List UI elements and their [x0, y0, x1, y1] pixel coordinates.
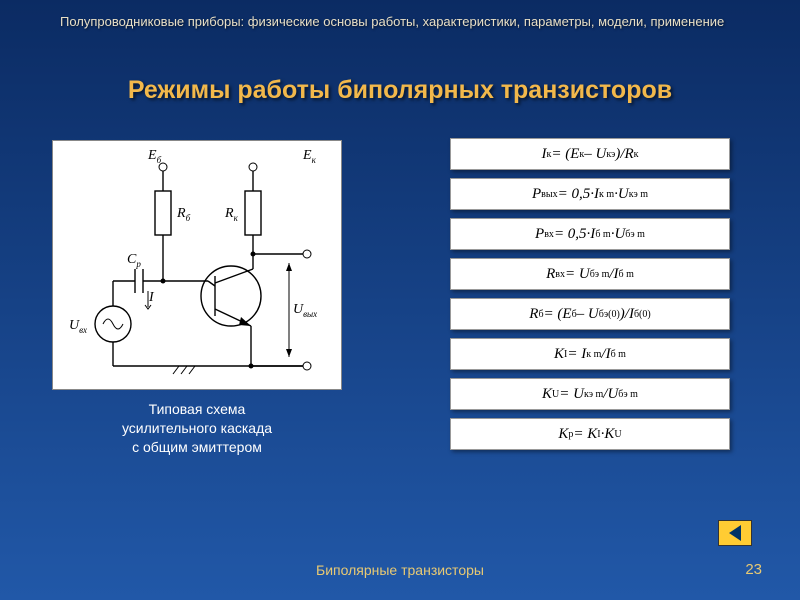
slide-title: Режимы работы биполярных транзисторов	[0, 76, 800, 105]
svg-text:Cр: Cр	[127, 252, 141, 269]
formula-8: Kр = KI ·KU	[450, 418, 730, 450]
circuit-caption: Типовая схема усилительного каскада с об…	[52, 400, 342, 457]
svg-text:Rб: Rб	[176, 206, 191, 223]
formula-3: Pвх = 0,5·Iб m ·Uбэ m	[450, 218, 730, 250]
triangle-left-icon	[729, 525, 741, 541]
caption-line-1: Типовая схема	[149, 401, 246, 417]
svg-text:Eб: Eб	[147, 148, 162, 165]
svg-text:Uвх: Uвх	[69, 318, 87, 335]
svg-text:Rк: Rк	[224, 206, 239, 223]
caption-line-3: с общим эмиттером	[132, 439, 262, 455]
formula-list: Iк = (Eк – Uкэ)/Rк Pвых = 0,5·Iк m ·Uкэ m…	[450, 138, 730, 458]
formula-1: Iк = (Eк – Uкэ)/Rк	[450, 138, 730, 170]
svg-text:Uвых: Uвых	[293, 302, 317, 319]
nav-back-button[interactable]	[718, 520, 752, 546]
header-subtitle: Полупроводниковые приборы: физические ос…	[60, 14, 740, 29]
footer-section: Биполярные транзисторы	[0, 562, 800, 578]
formula-5: Rб = (Eб – Uбэ(0))/Iб(0)	[450, 298, 730, 330]
formula-7: KU = Uкэ m /Uбэ m	[450, 378, 730, 410]
formula-2: Pвых = 0,5·Iк m ·Uкэ m	[450, 178, 730, 210]
svg-text:I: I	[148, 290, 155, 305]
circuit-diagram: Eб Eк Rб Rк Cр Uв	[52, 140, 342, 390]
formula-4: Rвх = Uбэ m /Iб m	[450, 258, 730, 290]
page-number: 23	[745, 561, 762, 578]
svg-text:Eк: Eк	[302, 148, 317, 165]
caption-line-2: усилительного каскада	[122, 420, 272, 436]
slide: Полупроводниковые приборы: физические ос…	[0, 0, 800, 600]
formula-6: KI = Iк m /Iб m	[450, 338, 730, 370]
